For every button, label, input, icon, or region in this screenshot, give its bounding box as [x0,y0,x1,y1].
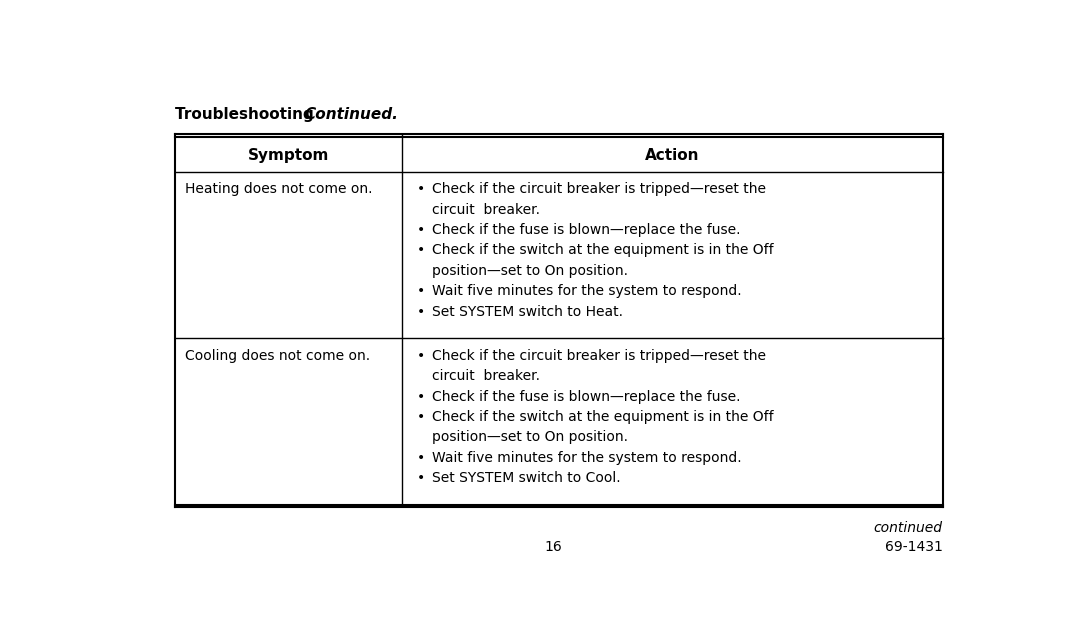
Text: •: • [417,410,424,424]
Text: position—set to On position.: position—set to On position. [432,264,627,278]
Text: Check if the circuit breaker is tripped—reset the: Check if the circuit breaker is tripped—… [432,349,766,363]
Text: circuit  breaker.: circuit breaker. [432,369,540,383]
Text: •: • [417,304,424,319]
Text: •: • [417,390,424,404]
Text: 16: 16 [544,541,563,554]
Text: Check if the switch at the equipment is in the Off: Check if the switch at the equipment is … [432,243,773,258]
Text: •: • [417,349,424,363]
Text: Action: Action [645,147,700,163]
Text: Check if the fuse is blown—replace the fuse.: Check if the fuse is blown—replace the f… [432,390,740,404]
Text: Wait five minutes for the system to respond.: Wait five minutes for the system to resp… [432,451,741,465]
Text: continued: continued [874,521,943,535]
Text: Continued.: Continued. [305,107,399,122]
Text: Check if the circuit breaker is tripped—reset the: Check if the circuit breaker is tripped—… [432,182,766,197]
Text: Check if the fuse is blown—replace the fuse.: Check if the fuse is blown—replace the f… [432,223,740,237]
Text: •: • [417,223,424,237]
Text: Heating does not come on.: Heating does not come on. [186,182,373,197]
Text: Symptom: Symptom [247,147,329,163]
Text: •: • [417,243,424,258]
Text: •: • [417,284,424,298]
Text: Set SYSTEM switch to Heat.: Set SYSTEM switch to Heat. [432,304,623,319]
Text: Troubleshooting: Troubleshooting [175,107,320,122]
Text: Cooling does not come on.: Cooling does not come on. [186,349,370,363]
Text: 69-1431: 69-1431 [885,541,943,554]
Text: Wait five minutes for the system to respond.: Wait five minutes for the system to resp… [432,284,741,298]
Text: Check if the switch at the equipment is in the Off: Check if the switch at the equipment is … [432,410,773,424]
Text: circuit  breaker.: circuit breaker. [432,203,540,217]
Text: Set SYSTEM switch to Cool.: Set SYSTEM switch to Cool. [432,471,620,485]
Text: •: • [417,451,424,465]
Text: •: • [417,182,424,197]
Text: position—set to On position.: position—set to On position. [432,430,627,444]
Text: •: • [417,471,424,485]
